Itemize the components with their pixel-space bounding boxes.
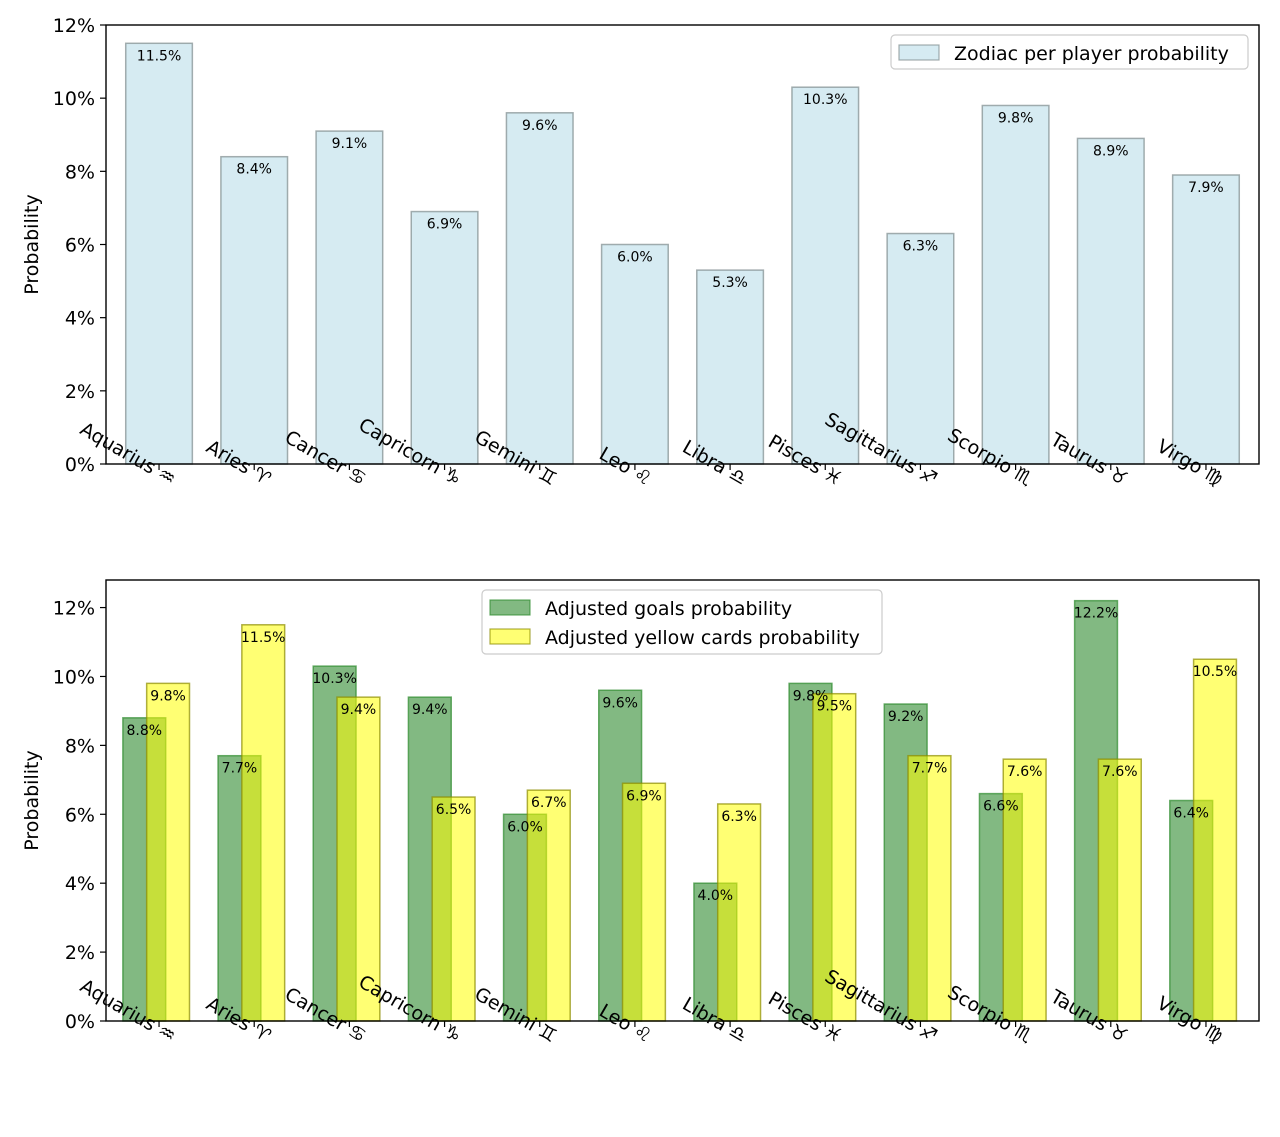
legend-swatch bbox=[489, 628, 531, 645]
data-label: 10.3% bbox=[803, 92, 847, 108]
legend-swatch bbox=[489, 599, 531, 616]
data-label: 9.6% bbox=[602, 695, 638, 711]
bar-zodiac-9 bbox=[981, 104, 1050, 465]
bar-zodiac-3 bbox=[410, 210, 479, 465]
data-label: 10.5% bbox=[1193, 664, 1237, 680]
bar-zodiac-10 bbox=[1076, 137, 1145, 465]
data-label: 7.7% bbox=[222, 761, 258, 777]
data-label: 6.6% bbox=[983, 799, 1019, 815]
bar-zodiac-5 bbox=[600, 243, 669, 465]
bar-zodiac-2 bbox=[315, 130, 384, 465]
bar-yellow-11 bbox=[1192, 658, 1238, 1022]
y-axis-label: Probability bbox=[21, 750, 43, 850]
y-tick-label: 4% bbox=[65, 873, 95, 895]
data-label: 9.8% bbox=[793, 688, 829, 704]
data-label: 6.3% bbox=[721, 809, 757, 825]
bar-yellow-10 bbox=[1097, 758, 1142, 1022]
y-tick-label: 12% bbox=[53, 598, 95, 620]
data-label: 9.8% bbox=[998, 110, 1034, 126]
y-tick-label: 8% bbox=[65, 161, 95, 183]
bar-yellow-9 bbox=[1002, 758, 1047, 1022]
data-label: 8.4% bbox=[236, 162, 272, 178]
bar-yellow-7 bbox=[812, 692, 857, 1022]
data-label: 7.9% bbox=[1188, 180, 1224, 196]
y-tick-label: 6% bbox=[65, 235, 95, 257]
data-label: 7.7% bbox=[912, 761, 948, 777]
y-tick-label: 2% bbox=[65, 942, 95, 964]
plot-frame bbox=[105, 579, 1260, 1022]
y-tick-label: 12% bbox=[53, 15, 95, 37]
data-label: 9.6% bbox=[522, 118, 558, 134]
y-tick-label: 0% bbox=[65, 454, 95, 476]
y-tick-label: 10% bbox=[53, 88, 95, 110]
bar-zodiac-7 bbox=[791, 86, 860, 465]
data-label: 11.5% bbox=[241, 630, 285, 646]
data-label: 6.3% bbox=[903, 239, 939, 255]
data-label: 6.7% bbox=[531, 795, 567, 811]
legend-label: Zodiac per player probability bbox=[954, 43, 1229, 65]
y-tick-label: 4% bbox=[65, 308, 95, 330]
y-tick-label: 0% bbox=[65, 1011, 95, 1033]
bar-yellow-1 bbox=[241, 624, 286, 1022]
bar-zodiac-0 bbox=[124, 42, 194, 465]
data-label: 5.3% bbox=[712, 275, 748, 291]
data-label: 9.8% bbox=[150, 688, 186, 704]
data-label: 9.1% bbox=[332, 136, 368, 152]
legend-swatch bbox=[898, 44, 940, 61]
y-tick-label: 8% bbox=[65, 735, 95, 757]
data-label: 6.0% bbox=[507, 819, 543, 835]
data-label: 9.5% bbox=[817, 699, 853, 715]
data-label: 8.9% bbox=[1093, 143, 1129, 159]
data-label: 6.4% bbox=[1173, 806, 1209, 822]
data-label: 8.8% bbox=[127, 723, 163, 739]
bar-yellow-8 bbox=[907, 754, 952, 1022]
data-label: 4.0% bbox=[698, 888, 734, 904]
y-axis-label: Probability bbox=[21, 194, 43, 294]
legend-box bbox=[890, 34, 1249, 70]
y-tick-label: 2% bbox=[65, 381, 95, 403]
data-label: 10.3% bbox=[312, 671, 356, 687]
data-label: 6.5% bbox=[436, 802, 472, 818]
y-tick-label: 10% bbox=[53, 666, 95, 688]
data-label: 7.6% bbox=[1007, 764, 1043, 780]
bar-zodiac-6 bbox=[696, 269, 765, 465]
bar-yellow-0 bbox=[145, 682, 191, 1022]
data-label: 11.5% bbox=[137, 48, 181, 64]
bar-yellow-4 bbox=[526, 789, 571, 1022]
data-label: 6.9% bbox=[427, 217, 463, 233]
bar-zodiac-1 bbox=[220, 155, 289, 465]
data-label: 9.4% bbox=[341, 702, 377, 718]
legend-label: Adjusted yellow cards probability bbox=[545, 627, 860, 649]
data-label: 6.9% bbox=[626, 788, 662, 804]
data-label: 9.4% bbox=[412, 702, 448, 718]
data-label: 9.2% bbox=[888, 709, 924, 725]
data-label: 12.2% bbox=[1074, 606, 1118, 622]
bar-zodiac-4 bbox=[505, 112, 574, 465]
adjusted-chart: 8.8% 7.7% 10.3% 9.4% 6.0% 9.6% 4.0% 9.8% 9.2% 6.6… bbox=[21, 579, 1260, 1047]
bar-yellow-3 bbox=[431, 796, 476, 1022]
bar-yellow-5 bbox=[621, 782, 667, 1022]
y-tick-label: 6% bbox=[65, 804, 95, 826]
bar-zodiac-11 bbox=[1171, 174, 1241, 465]
data-label: 7.6% bbox=[1102, 764, 1138, 780]
legend-box bbox=[481, 589, 883, 655]
zodiac-chart: 11.5% 8.4% 9.1% 6.9% 9.6% 6.0% 5.3% 10.3% 6.3% 9.… bbox=[21, 15, 1260, 490]
legend-label: Adjusted goals probability bbox=[545, 598, 792, 620]
bar-yellow-2 bbox=[336, 696, 381, 1022]
bar-yellow-6 bbox=[716, 803, 762, 1022]
bar-zodiac-8 bbox=[886, 232, 955, 465]
data-label: 6.0% bbox=[617, 250, 653, 266]
